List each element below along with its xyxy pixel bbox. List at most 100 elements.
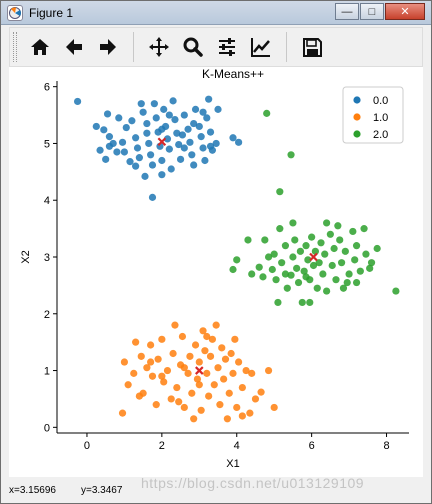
configure-subplots-button[interactable] [213, 33, 241, 61]
data-point [118, 138, 127, 146]
data-point [274, 298, 282, 307]
data-point [287, 151, 295, 159]
data-point [235, 138, 243, 146]
legend-label: 2.0 [373, 129, 388, 141]
data-point [343, 278, 351, 287]
data-point [238, 412, 246, 420]
data-point [150, 100, 158, 108]
close-icon: ✕ [400, 6, 410, 18]
minimize-icon: — [341, 5, 353, 18]
data-point [270, 250, 278, 258]
data-point [199, 327, 207, 335]
data-point [341, 247, 349, 255]
legend-label: 1.0 [373, 112, 388, 124]
save-button[interactable] [298, 33, 326, 61]
data-point [298, 298, 306, 307]
data-point [360, 225, 368, 233]
data-point [195, 122, 203, 131]
figure-canvas[interactable]: K-Means++ 0 2 4 6 8 0 1 2 3 4 5 6 X1 X2 0.0 1.0 2.0 [9, 67, 423, 477]
data-point [197, 406, 205, 414]
close-button[interactable]: ✕ [385, 3, 425, 20]
data-point [190, 161, 198, 169]
legend-marker [353, 130, 361, 138]
toolbar-separator [133, 32, 134, 62]
data-point [137, 352, 145, 360]
y-tick-label: 3 [44, 252, 50, 264]
toolbar-grip[interactable] [13, 32, 17, 62]
y-tick-label: 2 [44, 309, 50, 321]
edit-axis-button[interactable] [247, 33, 275, 61]
data-point [302, 273, 310, 281]
data-point [143, 129, 151, 137]
data-point [205, 392, 213, 400]
data-point [323, 219, 331, 227]
navigation-toolbar [9, 27, 423, 67]
data-point [173, 129, 181, 137]
data-point [160, 378, 168, 386]
data-point [317, 239, 325, 247]
data-point [272, 276, 280, 284]
data-point [221, 355, 230, 363]
data-point [92, 122, 100, 131]
data-point [206, 352, 215, 360]
data-point [246, 409, 254, 417]
maximize-button[interactable]: □ [360, 3, 384, 20]
x-tick-label: 2 [159, 440, 165, 452]
y-axis-label: X2 [20, 250, 32, 263]
maximize-icon: □ [368, 5, 376, 18]
data-point [264, 366, 273, 375]
data-point [205, 95, 213, 103]
data-point [120, 358, 129, 366]
data-point [296, 247, 305, 255]
data-point [199, 144, 207, 152]
data-point [169, 349, 177, 358]
data-point [330, 244, 338, 253]
data-point [137, 100, 145, 108]
data-point [105, 142, 114, 150]
data-point [118, 409, 127, 417]
data-point [276, 188, 284, 196]
data-point [306, 298, 314, 307]
data-point [160, 105, 168, 113]
data-point [293, 264, 301, 272]
watermark-text: https://blog.csdn.net/u013129109 [141, 475, 365, 491]
y-tick-label: 6 [44, 82, 50, 94]
data-point [171, 321, 179, 329]
data-point [147, 151, 155, 159]
data-point [206, 128, 215, 136]
data-point [195, 381, 203, 389]
y-tick-label: 5 [44, 138, 50, 150]
data-point [122, 123, 130, 132]
pan-icon [149, 37, 169, 57]
home-button[interactable] [26, 33, 54, 61]
data-point [201, 347, 209, 355]
x-tick-label: 8 [383, 440, 389, 452]
data-point [289, 219, 297, 227]
data-point [100, 126, 108, 134]
data-point [152, 114, 160, 122]
data-point [281, 242, 290, 250]
x-axis-label: X1 [226, 458, 239, 470]
data-point [208, 335, 217, 343]
back-button[interactable] [60, 33, 88, 61]
forward-button[interactable] [94, 33, 122, 61]
pan-button[interactable] [145, 33, 173, 61]
data-point [158, 156, 166, 165]
data-point [238, 383, 246, 392]
scatter-plot[interactable]: K-Means++ 0 2 4 6 8 0 1 2 3 4 5 6 X1 X2 0.0 1.0 2.0 [9, 67, 423, 477]
cursor-y-readout: y=3.3467 [81, 485, 123, 496]
y-tick-label: 1 [44, 366, 50, 378]
data-point [300, 267, 308, 275]
data-point [158, 335, 166, 343]
data-point [190, 119, 198, 128]
minimize-button[interactable]: — [335, 3, 359, 20]
data-point [337, 259, 346, 267]
data-point [212, 321, 220, 329]
zoom-button[interactable] [179, 33, 207, 61]
data-point [212, 139, 220, 148]
data-point [152, 401, 160, 409]
data-point [180, 364, 188, 372]
back-arrow-icon [66, 39, 82, 55]
data-point [188, 389, 196, 397]
zoom-icon [183, 37, 203, 57]
